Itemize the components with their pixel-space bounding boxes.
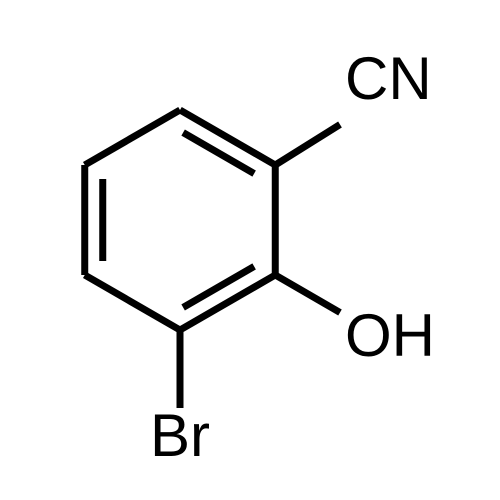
nitrile-label: CN <box>345 45 432 112</box>
hydroxyl-label: OH <box>345 302 435 369</box>
bromo-label: Br <box>150 402 210 469</box>
molecule-diagram: CN OH Br <box>0 0 500 500</box>
